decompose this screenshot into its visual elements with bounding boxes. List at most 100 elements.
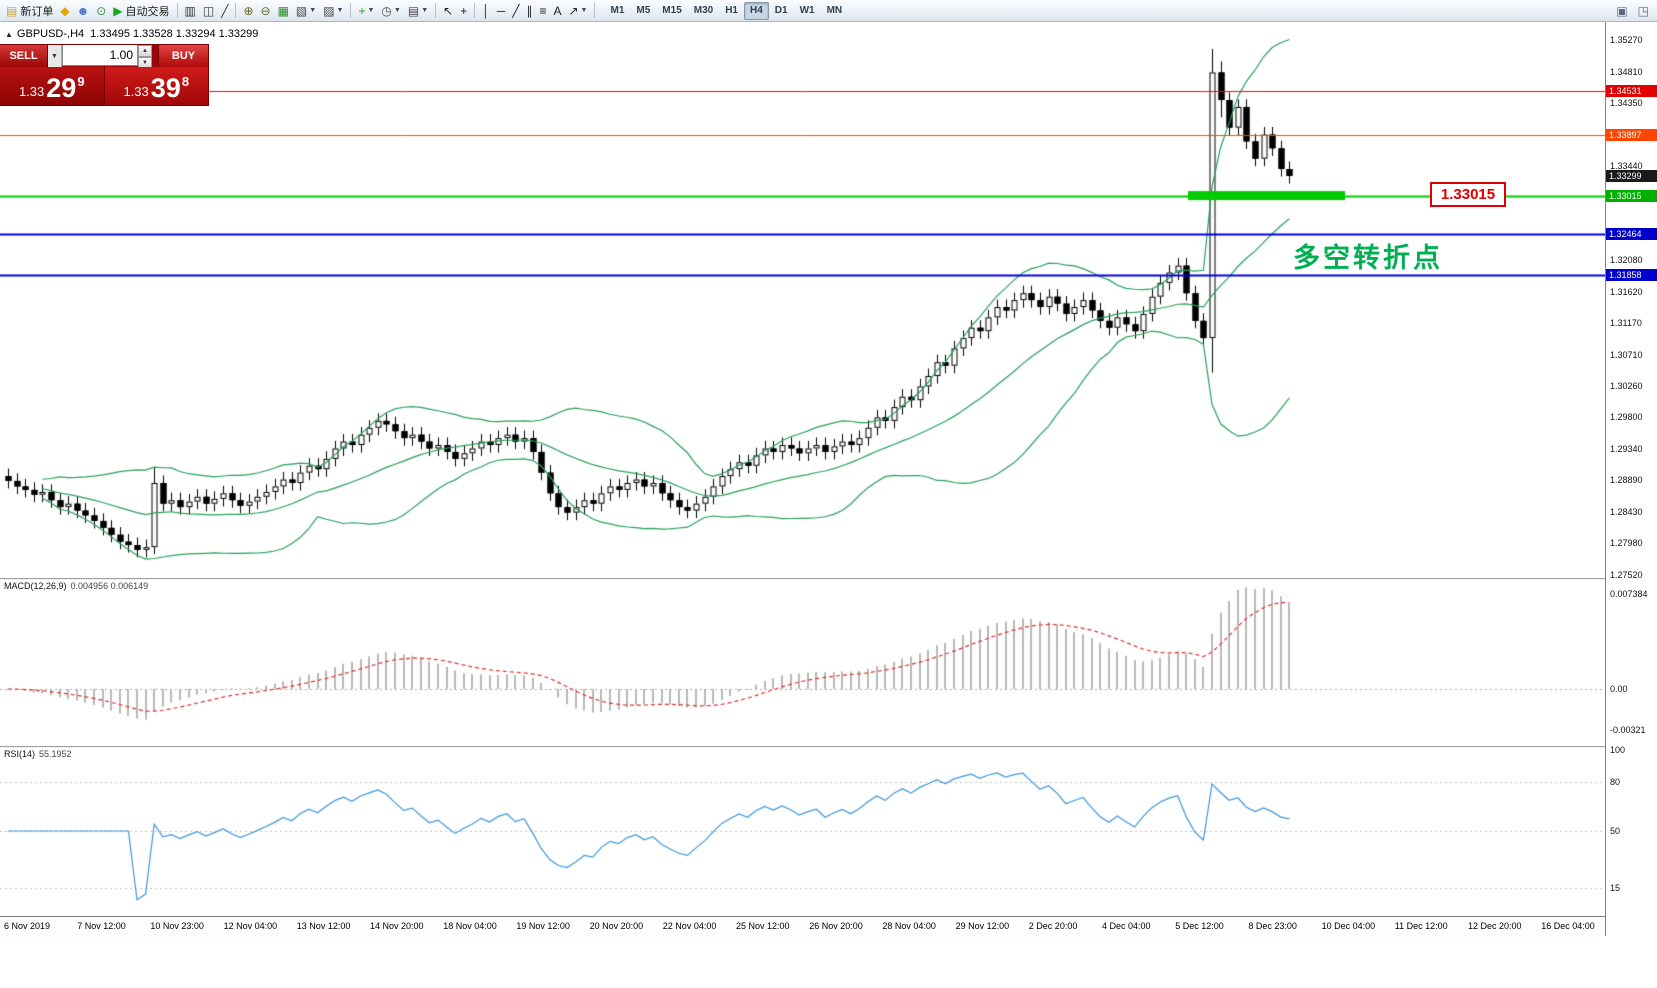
deposit-icon[interactable]: ◆	[57, 2, 72, 20]
price-axis-badge: 1.33299	[1606, 169, 1657, 182]
price-axis-tick: 1.31170	[1610, 317, 1642, 328]
zoom-in-icon[interactable]: ⊕	[240, 2, 256, 20]
turning-point-annotation: 多空转折点	[1293, 243, 1443, 273]
buy-price-point: 8	[181, 74, 190, 89]
price-axis-badge: 1.34531	[1606, 84, 1657, 97]
crosshair-icon[interactable]: +	[457, 2, 470, 20]
channel-icon: ∥	[526, 3, 533, 18]
templates-icon[interactable]: ▤ ▼	[405, 2, 431, 20]
timeframe-button-h4[interactable]: H4	[744, 1, 769, 20]
timeframe-button-h1[interactable]: H1	[725, 4, 738, 16]
dropdown-arrow-icon[interactable]: ▼	[421, 7, 429, 14]
volume-dropdown-button[interactable]: ▼	[48, 45, 62, 67]
price-axis-tick: 1.34350	[1610, 98, 1643, 109]
vertical-line-icon[interactable]: │	[479, 2, 493, 20]
macd-label: MACD(12,26,9) 0.004956 0.006149	[4, 581, 148, 591]
volume-input[interactable]	[62, 45, 138, 66]
arrows-icon[interactable]: ↗ ▼	[565, 2, 590, 20]
timeframe-button-mn[interactable]: MN	[826, 4, 843, 16]
minimize-chart-icon[interactable]: ▣	[1613, 2, 1630, 20]
macd-axis-tick: 0.007384	[1610, 589, 1648, 600]
price-axis-tick: 1.28890	[1610, 475, 1643, 486]
profile-icon[interactable]: ☻	[74, 2, 93, 20]
price-axis-badge: 1.33015	[1606, 189, 1657, 202]
restore-chart-icon: ◳	[1637, 3, 1649, 18]
indicators-icon[interactable]: + ▼	[355, 2, 377, 20]
templates-icon: ▤	[407, 3, 420, 18]
rsi-label: RSI(14) 55.1952	[4, 749, 72, 759]
tile-windows-icon[interactable]: ▦	[275, 2, 292, 20]
sell-price-button[interactable]: 1.33 29 9	[0, 67, 105, 105]
price-axis-tick: 1.33440	[1610, 161, 1643, 172]
rsi-axis-tick: 15	[1610, 882, 1621, 893]
candlestick-chart-icon[interactable]: ◫	[200, 2, 217, 20]
timeframe-button-d1[interactable]: D1	[774, 4, 788, 16]
price-axis-tick: 1.32080	[1610, 255, 1643, 266]
new-order-button[interactable]: ▤ 新订单	[3, 2, 56, 20]
deposit-icon: ◆	[60, 3, 70, 18]
sell-price-main: 1.33	[18, 84, 45, 99]
price-axis-tick: 1.29800	[1610, 412, 1643, 423]
time-axis-label: 7 Nov 12:00	[77, 921, 126, 931]
dropdown-arrow-icon[interactable]: ▼	[393, 7, 401, 14]
time-axis-label: 2 Dec 20:00	[1028, 921, 1078, 931]
price-chart-canvas[interactable]	[0, 22, 1605, 578]
new-chart-icon: ▧	[295, 3, 308, 18]
macd-panel-canvas[interactable]	[0, 578, 1605, 746]
zoom-out-icon[interactable]: ⊖	[258, 2, 274, 20]
dropdown-arrow-icon[interactable]: ▼	[309, 7, 317, 14]
timeframe-toolbar: M1 M5 M15 M30 H1 H4 D1 W1 MN	[604, 1, 848, 20]
chart-symbol-label: GBPUSD-,H4	[16, 28, 85, 40]
web-terminal-icon[interactable]: ⊙	[93, 2, 109, 20]
buy-button[interactable]: BUY	[158, 45, 208, 67]
fibonacci-icon[interactable]: ≡	[536, 2, 549, 20]
timeframe-button-m5[interactable]: M5	[636, 4, 651, 16]
trendline-icon[interactable]: ╱	[509, 2, 522, 20]
channel-icon[interactable]: ∥	[523, 2, 535, 20]
price-level-flag: 1.33015	[1430, 182, 1506, 207]
periods-icon[interactable]: ◷ ▼	[378, 2, 403, 20]
time-axis-label: 10 Dec 04:00	[1321, 921, 1376, 931]
arrows-icon: ↗	[568, 3, 579, 18]
line-chart-icon[interactable]: ╱	[218, 2, 231, 20]
volume-increase-button[interactable]: ▲	[138, 45, 152, 57]
dropdown-arrow-icon[interactable]: ▼	[336, 7, 344, 14]
time-axis-label: 12 Dec 20:00	[1468, 921, 1522, 931]
horizontal-line-icon[interactable]: ─	[494, 2, 509, 20]
auto-trading-button[interactable]: ▶ 自动交易	[110, 2, 172, 20]
sell-button[interactable]: SELL	[0, 45, 48, 67]
dropdown-arrow-icon[interactable]: ▼	[580, 7, 588, 14]
time-axis-label: 18 Nov 04:00	[443, 921, 497, 931]
bar-chart-icon[interactable]: ▥	[182, 2, 199, 20]
time-axis-label: 29 Nov 12:00	[955, 921, 1010, 931]
timeframe-button-m15[interactable]: M15	[662, 4, 682, 16]
time-axis-label: 20 Nov 20:00	[589, 921, 644, 931]
time-axis[interactable]: 6 Nov 2019 7 Nov 12:00 10 Nov 23:00 12 Nov …	[0, 916, 1605, 937]
timeframe-button-w1[interactable]: W1	[799, 4, 815, 16]
new-chart-icon[interactable]: ▧ ▼	[293, 2, 319, 20]
time-axis-label: 14 Nov 20:00	[370, 921, 424, 931]
toolbar-separator	[435, 3, 437, 18]
toolbar-items: ▤ 新订单 ◆ ☻ ⊙ ▶ 自动交易 ▥ ◫ ╱ ⊕ ⊖ ▦ ▧ ▼ ▨ ▼ + ▼ ◷ ▼ ▤ ▼ ↖ + │ ─ ╱ ∥ ≡ A ↗ ▼	[3, 2, 598, 20]
time-axis-label: 12 Nov 04:00	[223, 921, 278, 931]
dropdown-arrow-icon[interactable]: ▼	[367, 7, 375, 14]
volume-spinner: ▲ ▼	[138, 45, 152, 69]
price-axis[interactable]: 1.35270 1.34810 1.34350 1.33440 1.32080 1.316…	[1605, 22, 1657, 936]
restore-chart-icon[interactable]: ◳	[1635, 2, 1652, 20]
time-axis-label: 16 Dec 04:00	[1541, 921, 1595, 931]
buy-price-button[interactable]: 1.33 39 8	[104, 67, 208, 105]
text-icon[interactable]: A	[550, 2, 564, 20]
timeframe-button-m1[interactable]: M1	[610, 4, 625, 16]
rsi-panel-canvas[interactable]	[0, 746, 1605, 916]
cursor-icon[interactable]: ↖	[440, 2, 456, 20]
time-axis-label: 4 Dec 04:00	[1102, 921, 1151, 931]
minimize-chart-icon: ▣	[1616, 3, 1628, 18]
auto-trading-button-label: 自动交易	[125, 5, 170, 18]
collapse-chart-icon[interactable]: ▲	[5, 30, 13, 39]
profiles-icon[interactable]: ▨ ▼	[320, 2, 346, 20]
time-axis-label: 5 Dec 12:00	[1175, 921, 1224, 931]
profile-icon: ☻	[76, 3, 90, 18]
rsi-value-label: 55.1952	[39, 749, 72, 759]
timeframe-button-m30[interactable]: M30	[693, 4, 714, 16]
chart-header: ▲ GBPUSD-,H4 1.33495 1.33528 1.33294 1.332…	[5, 28, 258, 40]
